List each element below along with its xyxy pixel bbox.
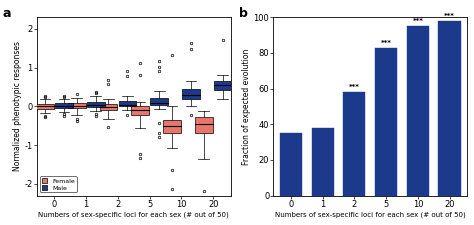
Bar: [182, 89, 200, 99]
Text: ***: ***: [349, 84, 360, 90]
Bar: [438, 21, 461, 196]
Y-axis label: Fraction of expected evolution: Fraction of expected evolution: [242, 48, 251, 165]
Bar: [407, 26, 429, 196]
Y-axis label: Normalized phenotypic responses: Normalized phenotypic responses: [13, 41, 22, 171]
Legend: Female, Male: Female, Male: [40, 176, 77, 192]
Bar: [150, 98, 168, 105]
Text: ***: ***: [412, 18, 423, 25]
Text: ***: ***: [381, 40, 392, 46]
Bar: [195, 117, 212, 133]
Bar: [163, 120, 181, 133]
Bar: [131, 106, 149, 115]
Bar: [36, 104, 54, 109]
Bar: [375, 48, 397, 196]
Bar: [280, 133, 302, 196]
Bar: [55, 103, 73, 108]
Bar: [214, 81, 232, 90]
X-axis label: Numbers of sex-specific loci for each sex (# out of 50): Numbers of sex-specific loci for each se…: [38, 212, 229, 218]
Bar: [118, 101, 137, 106]
Text: b: b: [238, 7, 247, 20]
Bar: [311, 128, 334, 196]
X-axis label: Numbers of sex-specific loci for each sex (# out of 50): Numbers of sex-specific loci for each se…: [275, 212, 465, 218]
Text: a: a: [2, 7, 10, 20]
Text: ***: ***: [444, 13, 455, 19]
Bar: [87, 102, 105, 107]
Bar: [343, 92, 365, 196]
Bar: [100, 104, 117, 110]
Bar: [68, 103, 86, 108]
